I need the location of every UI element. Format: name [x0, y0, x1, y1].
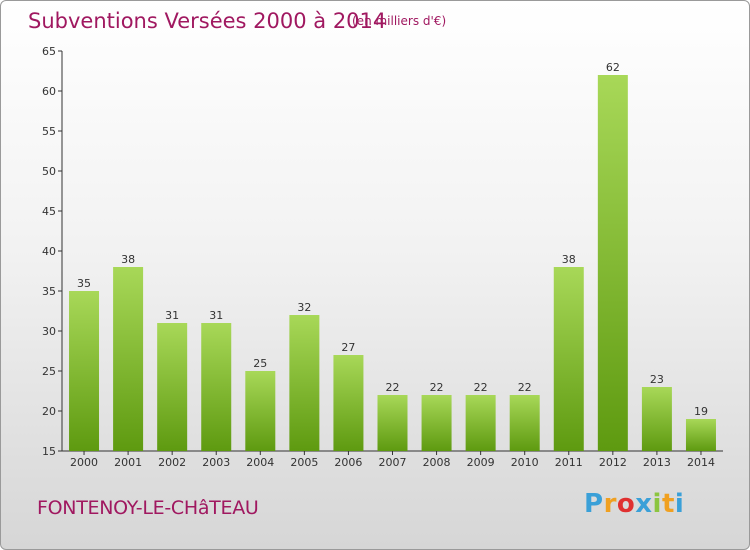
- bar-value-label: 62: [606, 61, 620, 74]
- bar-value-label: 35: [77, 277, 91, 290]
- y-tick-label: 50: [42, 165, 56, 178]
- x-tick-label: 2009: [467, 456, 495, 469]
- x-tick-label: 2007: [379, 456, 407, 469]
- x-tick-label: 2002: [158, 456, 186, 469]
- bar-value-label: 22: [386, 381, 400, 394]
- x-tick-label: 2004: [246, 456, 274, 469]
- bar-value-label: 22: [474, 381, 488, 394]
- bar: [113, 267, 144, 451]
- y-tick-label: 65: [42, 45, 56, 58]
- x-tick-label: 2001: [114, 456, 142, 469]
- bar-value-label: 22: [430, 381, 444, 394]
- proxiti-logo: Proxiti: [584, 489, 685, 519]
- x-tick-label: 2006: [334, 456, 362, 469]
- x-tick-label: 2014: [687, 456, 715, 469]
- axes: 15 20 25 30 35 40 45 50 55 60 65 2000 2001 2002 2003 20…: [42, 45, 723, 469]
- x-tick-label: 2010: [511, 456, 539, 469]
- y-tick-label: 45: [42, 205, 56, 218]
- y-tick-label: 25: [42, 365, 56, 378]
- bar: [465, 395, 496, 451]
- value-labels: 35 38 31 31 25 32 27 22 22 22 22 38 62 23 19: [77, 61, 708, 418]
- bar: [157, 323, 188, 451]
- y-tick-label: 40: [42, 245, 56, 258]
- chart-title: Subventions Versées 2000 à 2014: [28, 9, 387, 33]
- bar: [377, 395, 408, 451]
- bar: [597, 75, 628, 451]
- x-tick-label: 2012: [599, 456, 627, 469]
- y-tick-label: 15: [42, 445, 56, 458]
- bar-value-label: 25: [253, 357, 267, 370]
- bar-value-label: 38: [121, 253, 135, 266]
- bar: [553, 267, 584, 451]
- commune-name: FONTENOY-LE-CHâTEAU: [37, 497, 259, 519]
- bar: [509, 395, 540, 451]
- bar-value-label: 38: [562, 253, 576, 266]
- bar: [69, 291, 100, 451]
- chart-subtitle: (en milliers d'€): [352, 14, 447, 28]
- y-tick-label: 30: [42, 325, 56, 338]
- x-tick-label: 2011: [555, 456, 583, 469]
- bar-value-label: 31: [165, 309, 179, 322]
- bar: [685, 419, 716, 451]
- x-tick-label: 2013: [643, 456, 671, 469]
- x-tick-label: 2005: [290, 456, 318, 469]
- bar-value-label: 23: [650, 373, 664, 386]
- y-tick-label: 35: [42, 285, 56, 298]
- bar-value-label: 27: [341, 341, 355, 354]
- y-tick-label: 55: [42, 125, 56, 138]
- bar: [289, 315, 320, 451]
- bar: [245, 371, 276, 451]
- bar: [421, 395, 452, 451]
- x-tick-label: 2008: [423, 456, 451, 469]
- y-tick-label: 20: [42, 405, 56, 418]
- x-tick-label: 2003: [202, 456, 230, 469]
- x-tick-label: 2000: [70, 456, 98, 469]
- bar-value-label: 22: [518, 381, 532, 394]
- bar: [641, 387, 672, 451]
- bar: [333, 355, 364, 451]
- bar: [201, 323, 232, 451]
- bars: [69, 75, 716, 451]
- y-tick-label: 60: [42, 85, 56, 98]
- bar-value-label: 19: [694, 405, 708, 418]
- bar-value-label: 32: [297, 301, 311, 314]
- bar-value-label: 31: [209, 309, 223, 322]
